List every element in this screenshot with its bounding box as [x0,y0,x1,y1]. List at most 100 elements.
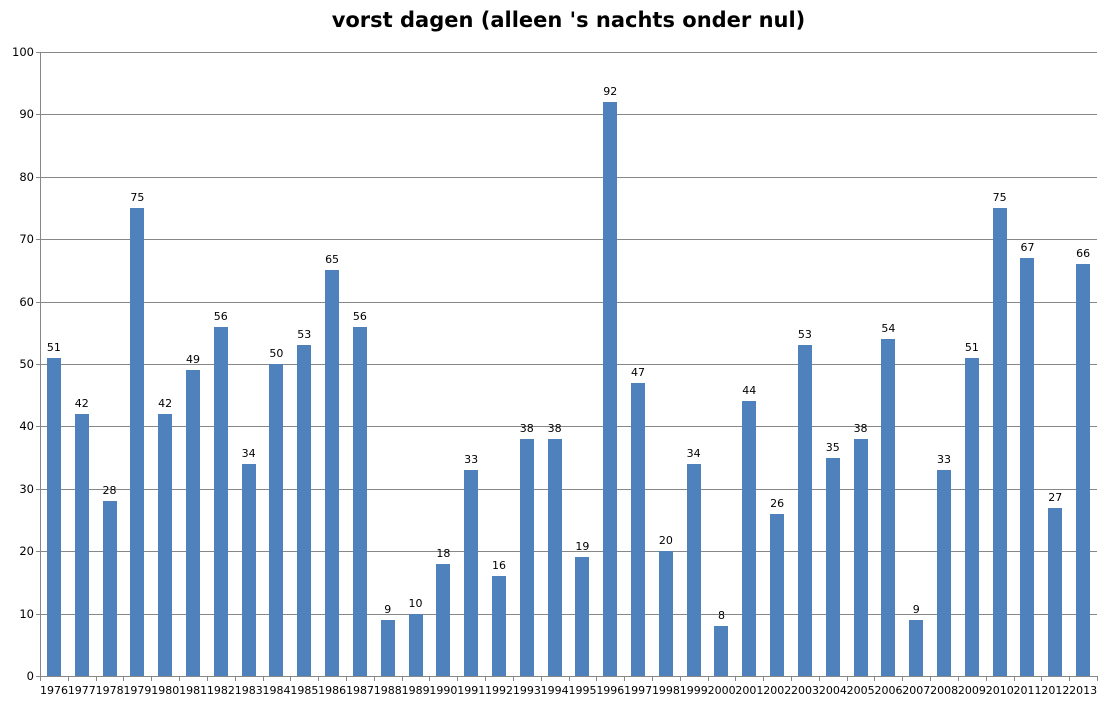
bar-1987 [352,326,367,676]
x-axis-tick [540,677,542,681]
x-axis-tick-label: 1982 [206,684,235,697]
bar-value-label: 27 [1048,490,1063,504]
y-axis-tick-label: 30 [19,481,34,496]
bar-1994 [547,438,562,676]
y-axis-tick [36,239,40,241]
bar-value-label: 49 [185,353,200,367]
x-axis-tick-label: 1981 [179,684,208,697]
bar-value-label: 53 [797,328,812,342]
x-axis-tick-label: 1995 [568,684,597,697]
x-axis-tick-label: 2002 [763,684,792,697]
bar-value-label: 53 [297,328,312,342]
bar-value-label: 56 [352,309,367,323]
x-axis-tick-label: 1976 [40,684,68,697]
x-axis-tick [290,677,292,681]
gridline [40,613,1097,615]
x-axis-tick [902,677,904,681]
y-axis-tick [36,613,40,615]
bar-value-label: 9 [384,602,392,616]
bar-value-label: 35 [825,440,840,454]
bar-value-label: 75 [992,191,1007,204]
x-axis-tick [651,677,653,681]
x-axis-tick-label: 1996 [596,684,625,697]
bar-1985 [297,345,312,676]
x-axis-tick-label: 1977 [67,684,96,697]
bar-value-label: 42 [158,396,173,410]
x-axis-tick [123,677,125,681]
x-axis-tick [624,677,626,681]
x-axis-tick-label: 1985 [290,684,319,697]
y-axis-tick [36,52,40,53]
x-axis-tick-label: 1983 [234,684,263,697]
bar-1976 [46,357,61,676]
x-axis-tick-label: 2011 [1013,684,1042,697]
y-axis-tick-label: 80 [19,169,34,184]
y-axis-tick [36,364,40,365]
bar-2002 [770,513,785,676]
bar-2003 [797,345,812,676]
x-axis-tick [874,677,876,681]
bar-value-label: 8 [717,609,725,623]
gridline [40,301,1097,303]
bar-2007 [909,619,924,676]
chart-title: vorst dagen (alleen 's nachts onder nul) [331,8,806,32]
bar-value-label: 54 [881,322,896,336]
x-axis-tick [735,677,737,681]
y-axis-tick-label: 40 [19,419,34,434]
x-axis-tick-label: 2012 [1041,684,1070,697]
bar-value-label: 34 [241,446,256,460]
x-axis-tick-label: 2006 [874,684,903,697]
x-axis-tick-label: 1979 [123,684,152,697]
bar-value-label: 51 [964,340,979,354]
x-axis-tick [151,677,153,681]
x-axis-tick-label: 2009 [957,684,986,697]
x-axis-tick [95,677,97,681]
x-axis-tick [930,677,932,681]
bar-1982 [213,326,228,676]
x-axis-tick-label: 1993 [512,684,541,697]
bar-value-label: 38 [853,421,868,435]
x-axis-tick-label: 1990 [429,684,458,697]
bar-value-label: 18 [436,546,451,560]
y-axis-tick [36,176,40,178]
x-axis-tick [568,677,570,681]
bar-value-label: 38 [547,421,562,435]
bar-value-label: 38 [519,421,534,435]
x-axis-tick [40,677,41,681]
y-axis-tick-label: 90 [19,107,34,122]
y-axis-tick [36,301,40,303]
bar-1978 [102,501,117,676]
bar-2001 [742,401,757,676]
bar-1997 [631,382,646,676]
bar-1990 [436,563,451,676]
x-axis-tick-label: 2000 [707,684,736,697]
bar-1988 [380,619,395,676]
x-axis-tick [206,677,208,681]
x-axis-tick-label: 1998 [651,684,680,697]
gridline [40,364,1097,365]
gridline [40,488,1097,490]
x-axis-tick-label: 1986 [318,684,347,697]
bar-2006 [881,339,896,676]
bar-1977 [74,413,89,676]
x-axis-tick [707,677,709,681]
bar-value-label: 19 [575,540,590,554]
bar-1980 [158,413,173,676]
x-axis-tick [457,677,459,681]
bar-2004 [825,457,840,676]
y-axis-tick [36,426,40,428]
bar-1984 [269,364,284,676]
plot-area [40,52,1097,676]
y-axis-tick [36,676,40,677]
x-axis-tick [985,677,987,681]
bar-2013 [1076,264,1091,676]
x-axis-tick [512,677,514,681]
x-axis-tick-label: 2005 [846,684,875,697]
x-axis-tick-label: 2013 [1069,684,1098,697]
bar-1991 [464,470,479,676]
y-axis-tick-label: 10 [19,606,34,621]
x-axis-tick [401,677,403,681]
bar-1993 [519,438,534,676]
bar-value-label: 34 [686,446,701,460]
bar-1979 [130,208,145,676]
